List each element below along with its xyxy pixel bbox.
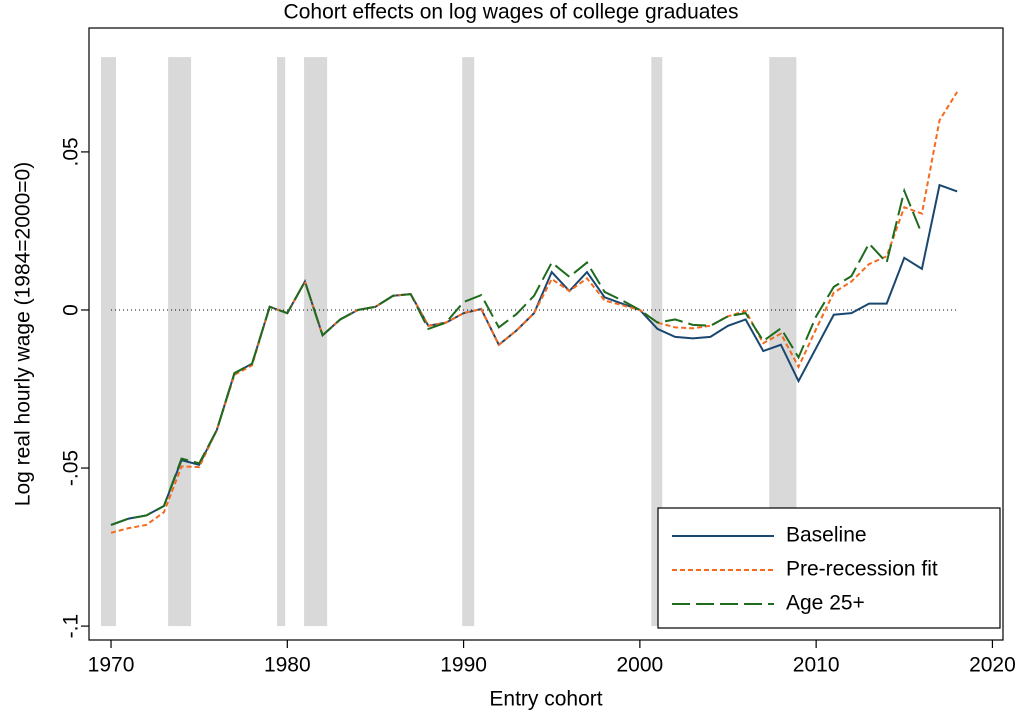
y-tick-label: .05 xyxy=(60,137,83,166)
shaded-period xyxy=(304,57,328,627)
legend-label: Pre-recession fit xyxy=(786,558,938,581)
y-tick-label: -.1 xyxy=(60,614,83,639)
legend-label: Baseline xyxy=(786,524,867,547)
shaded-period xyxy=(100,57,116,627)
legend-box xyxy=(657,507,1001,629)
y-tick-label: -.05 xyxy=(60,450,83,486)
shaded-period xyxy=(168,57,192,627)
shaded-period xyxy=(462,57,475,627)
x-tick-label: 1980 xyxy=(264,654,311,677)
plot-frame xyxy=(88,27,1004,641)
x-tick-label: 2020 xyxy=(969,654,1016,677)
x-tick-label: 2000 xyxy=(617,654,664,677)
chart-title: Cohort effects on log wages of college g… xyxy=(284,1,739,24)
legend-label: Age 25+ xyxy=(786,592,865,615)
x-tick-label: 2010 xyxy=(793,654,840,677)
x-axis-title: Entry cohort xyxy=(489,688,602,711)
y-axis-title: Log real hourly wage (1984=2000=0) xyxy=(12,162,35,506)
shaded-period xyxy=(277,57,286,627)
x-tick-label: 1970 xyxy=(88,654,135,677)
series-line xyxy=(110,187,923,526)
x-tick-label: 1990 xyxy=(440,654,487,677)
shaded-period xyxy=(651,57,663,627)
y-tick-label: 0 xyxy=(60,304,83,316)
series-line xyxy=(110,91,959,534)
